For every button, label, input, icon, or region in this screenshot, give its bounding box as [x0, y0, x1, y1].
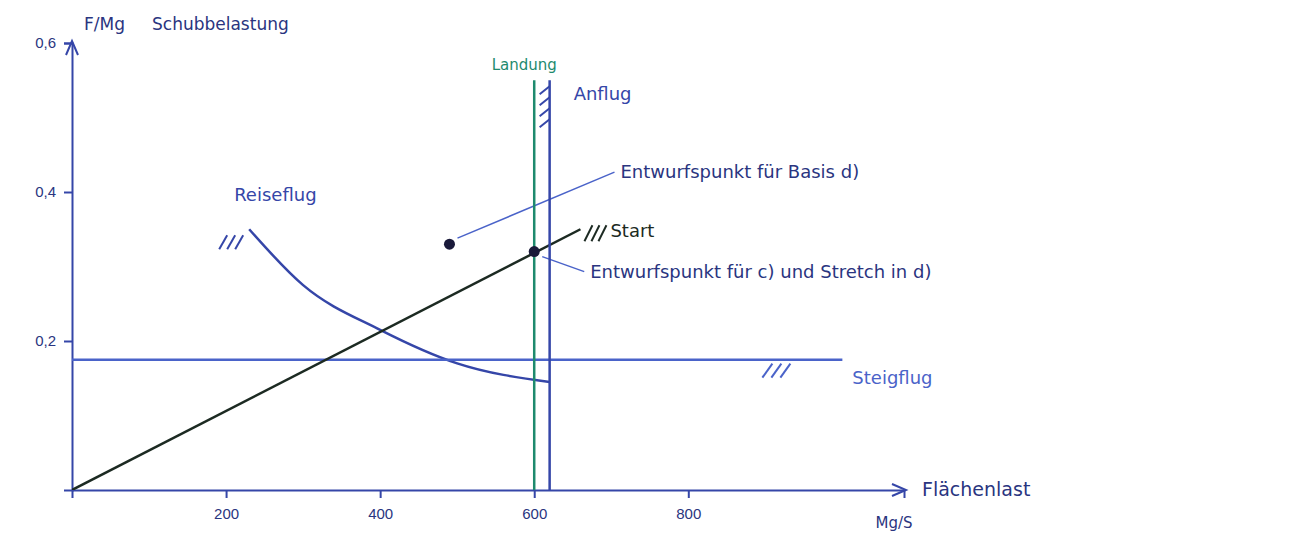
hatch: [598, 225, 606, 241]
y-axis-arrow: [66, 41, 78, 55]
x-tick-mark: [534, 490, 536, 498]
x-tick: 800: [676, 490, 701, 522]
leader-line: [457, 172, 614, 238]
series-label: Steigflug: [852, 367, 932, 388]
line: [533, 80, 536, 490]
point: [529, 246, 540, 257]
x-tick: 200: [214, 490, 239, 522]
hatch: [227, 235, 235, 249]
x-axis-line: [73, 491, 905, 499]
y-tick-mark: [64, 341, 72, 343]
hatch: [235, 235, 243, 249]
labels: Reiseflug Steigflug Start Landung Anflug Entw…: [234, 56, 932, 387]
x-tick-mark: [688, 490, 690, 498]
series-label: Start: [610, 220, 654, 241]
x-tick-label: 800: [676, 505, 701, 522]
series-label: Anflug: [574, 83, 632, 104]
y-axis: 0,2 0,4 0,6: [35, 34, 72, 490]
series-label: Entwurfspunkt für c) und Stretch in d): [590, 261, 931, 282]
plot-area: [72, 80, 842, 490]
x-tick-mark: [380, 490, 382, 498]
x-tick-label: 400: [368, 505, 393, 522]
line: [548, 80, 551, 490]
y-tick: 0,2: [35, 332, 72, 349]
hatch: [780, 364, 790, 378]
hatch: [219, 235, 227, 249]
line: [72, 229, 580, 490]
x-tick-label: 600: [522, 505, 547, 522]
x-tick: 400: [368, 490, 393, 522]
line: [72, 358, 842, 361]
y-unit: F/Mg: [84, 14, 125, 34]
series-label: Entwurfspunkt für Basis d): [620, 161, 859, 182]
y-tick-label: 0,4: [35, 183, 56, 200]
series-label: Reiseflug: [234, 184, 316, 205]
chart: 200 400 600 800 0,2 0,4 0,6 Flächenlast Mg/S F/Mg…: [0, 0, 1293, 543]
y-tick-label: 0,2: [35, 332, 56, 349]
x-axis: 200 400 600 800: [73, 490, 905, 522]
hatch: [762, 364, 772, 378]
point: [444, 239, 455, 250]
hatch: [584, 225, 592, 241]
x-tick: 600: [522, 490, 547, 522]
series-label: Landung: [492, 56, 557, 74]
y-axis-line: [64, 44, 73, 491]
y-tick: 0,4: [35, 183, 72, 200]
hatch: [540, 86, 550, 94]
y-title: Schubbelastung: [152, 14, 289, 34]
y-tick: 0,6: [35, 34, 72, 51]
y-tick-mark: [64, 192, 72, 194]
x-unit: Mg/S: [875, 514, 912, 532]
hatch: [540, 119, 550, 127]
y-tick-label: 0,6: [35, 34, 56, 51]
x-tick-label: 200: [214, 505, 239, 522]
x-title: Flächenlast: [922, 478, 1030, 500]
x-tick-mark: [226, 490, 228, 498]
hatch: [540, 97, 550, 105]
hatch: [540, 108, 550, 116]
x-axis-arrow: [892, 484, 906, 496]
hatch: [771, 364, 781, 378]
hatch: [591, 225, 599, 241]
